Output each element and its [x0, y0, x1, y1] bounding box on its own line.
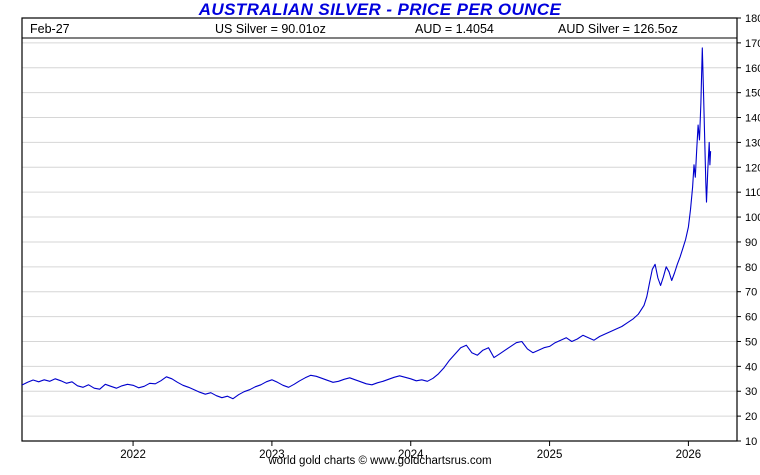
- y-tick-label: 60: [745, 312, 757, 324]
- y-tick-label: 150: [745, 88, 760, 100]
- y-tick-label: 80: [745, 262, 757, 274]
- chart-title: AUSTRALIAN SILVER - PRICE PER OUNCE: [198, 0, 562, 19]
- y-tick-label: 10: [745, 436, 757, 448]
- x-tick-label: 2024: [398, 449, 424, 461]
- y-tick-label: 120: [745, 162, 760, 174]
- y-tick-label: 70: [745, 287, 757, 299]
- chart-frame: [21, 17, 738, 442]
- x-tick-label: 2022: [120, 449, 146, 461]
- y-tick-label: 50: [745, 336, 757, 348]
- price-line: [21, 47, 712, 400]
- y-tick-label: 180: [745, 13, 760, 25]
- y-tick-label: 30: [745, 386, 757, 398]
- header-date-label: Feb-27: [30, 22, 70, 36]
- y-tick-label: 20: [745, 411, 757, 423]
- y-tick-label: 130: [745, 137, 760, 149]
- y-tick-label: 100: [745, 212, 760, 224]
- header-aud-rate-value: AUD = 1.4054: [415, 22, 494, 36]
- x-tick-label: 2026: [676, 449, 702, 461]
- y-tick-label: 40: [745, 361, 757, 373]
- y-tick-label: 90: [745, 237, 757, 249]
- x-tick-label: 2023: [259, 449, 285, 461]
- y-tick-label: 170: [745, 38, 760, 50]
- y-tick-label: 140: [745, 113, 760, 125]
- y-tick-label: 110: [745, 187, 760, 199]
- y-tick-label: 160: [745, 63, 760, 75]
- source-caption: world gold charts © www.goldchartsrus.co…: [268, 455, 492, 467]
- header-us-silver-value: US Silver = 90.01oz: [215, 22, 326, 36]
- x-tick-label: 2025: [537, 449, 563, 461]
- header-aud-silver-value: AUD Silver = 126.5oz: [558, 22, 678, 36]
